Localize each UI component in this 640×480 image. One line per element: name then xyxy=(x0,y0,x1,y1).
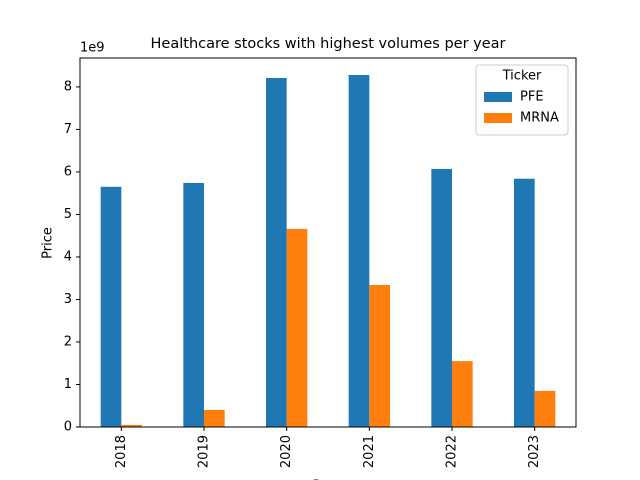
x-tick-label: 2020 xyxy=(279,435,294,468)
bar xyxy=(431,168,452,427)
legend-swatch xyxy=(484,92,512,102)
y-offset-label: 1e9 xyxy=(80,41,105,56)
y-tick-label: 3 xyxy=(64,292,72,307)
y-tick-label: 4 xyxy=(64,249,72,264)
bar xyxy=(452,361,473,427)
bar xyxy=(534,390,556,427)
x-tick-label: 2023 xyxy=(527,435,542,468)
x-tick-label: 2022 xyxy=(445,435,460,468)
bar xyxy=(183,182,204,427)
y-tick-label: 5 xyxy=(64,207,72,222)
bar xyxy=(266,77,287,428)
x-tick-label: 2021 xyxy=(362,435,377,468)
bar xyxy=(514,178,535,427)
y-tick-label: 6 xyxy=(64,164,72,179)
legend-title: Ticker xyxy=(502,69,542,84)
bar xyxy=(369,285,390,427)
x-tick-label: 2018 xyxy=(114,435,129,468)
y-tick-label: 7 xyxy=(64,122,72,137)
bar xyxy=(204,409,225,427)
bar xyxy=(286,228,308,427)
legend-swatch xyxy=(484,113,512,123)
bar xyxy=(348,75,370,427)
x-axis-label: Date xyxy=(312,479,343,480)
y-tick-label: 8 xyxy=(64,79,72,94)
y-tick-label: 2 xyxy=(64,334,72,349)
x-tick-label: 2019 xyxy=(197,435,212,468)
bar xyxy=(121,424,142,427)
legend-label: MRNA xyxy=(520,111,559,126)
y-axis-label: Price xyxy=(41,227,56,259)
chart-title: Healthcare stocks with highest volumes p… xyxy=(151,36,506,52)
legend-label: PFE xyxy=(520,90,544,105)
bar xyxy=(100,186,122,427)
y-tick-label: 1 xyxy=(64,377,72,392)
y-tick-label: 0 xyxy=(64,420,72,435)
axes-frame xyxy=(79,57,577,428)
